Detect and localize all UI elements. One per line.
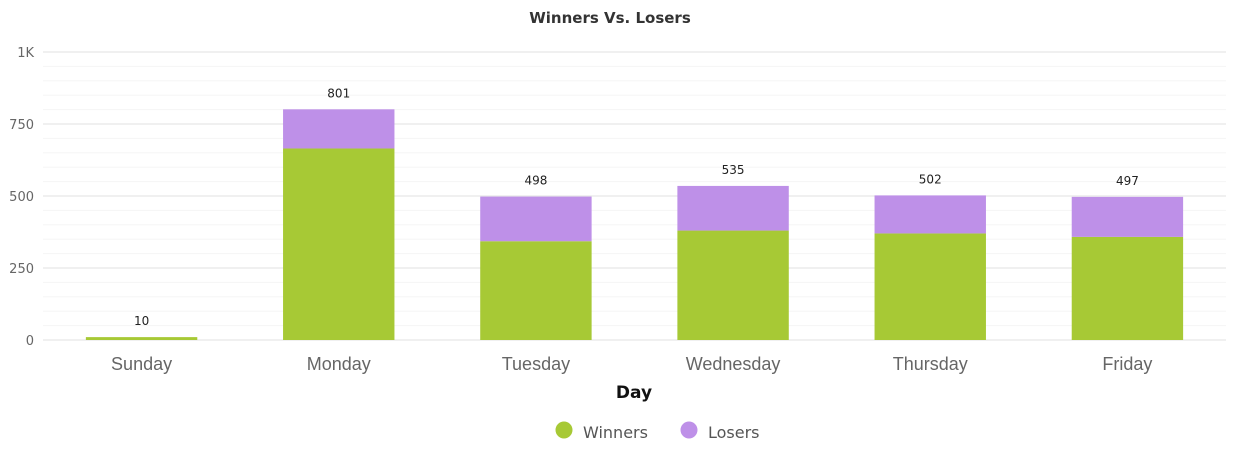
total-data-label: 535	[722, 163, 745, 177]
y-tick-label: 750	[9, 118, 34, 133]
y-axis: 0 250 500 750 1K	[9, 46, 34, 349]
y-tick-label: 0	[26, 334, 34, 349]
bar-winners-friday	[1071, 236, 1184, 340]
bar-winners-sunday	[85, 337, 198, 340]
x-tick-label: Thursday	[893, 354, 968, 374]
y-tick-label: 250	[9, 262, 34, 277]
y-tick-label: 1K	[17, 46, 34, 61]
x-axis-label: Day	[616, 383, 652, 403]
legend: Winners Losers	[555, 421, 760, 442]
x-tick-label: Tuesday	[502, 354, 570, 374]
total-data-label: 502	[919, 172, 942, 186]
legend-label-losers: Losers	[708, 423, 760, 442]
total-data-label: 801	[327, 86, 350, 100]
bar-losers-monday	[283, 109, 395, 149]
x-tick-label: Sunday	[111, 354, 172, 374]
bar-winners-thursday	[874, 233, 986, 340]
bar-losers-thursday	[874, 195, 986, 234]
x-tick-label: Monday	[307, 354, 371, 374]
bar-losers-wednesday	[677, 185, 789, 231]
x-tick-label: Wednesday	[686, 354, 781, 374]
chart-title: Winners Vs. Losers	[529, 9, 691, 27]
bar-winners-wednesday	[677, 230, 789, 340]
legend-marker-losers	[680, 421, 698, 439]
total-data-label: 497	[1116, 174, 1139, 188]
bar-losers-friday	[1071, 196, 1184, 237]
x-axis: Sunday Monday Tuesday Wednesday Thursday Frid…	[111, 354, 1152, 374]
y-tick-label: 500	[9, 190, 34, 205]
x-tick-label: Friday	[1102, 354, 1152, 374]
bar-winners-tuesday	[480, 241, 592, 340]
bar-losers-tuesday	[480, 196, 592, 242]
legend-marker-winners	[555, 421, 573, 439]
total-data-label: 498	[524, 174, 547, 188]
grid-lines	[43, 51, 1226, 341]
legend-label-winners: Winners	[583, 423, 648, 442]
total-data-label: 10	[134, 314, 149, 328]
bar-winners-monday	[283, 148, 395, 340]
bars: 10 801 498 535 502 497	[85, 86, 1184, 340]
